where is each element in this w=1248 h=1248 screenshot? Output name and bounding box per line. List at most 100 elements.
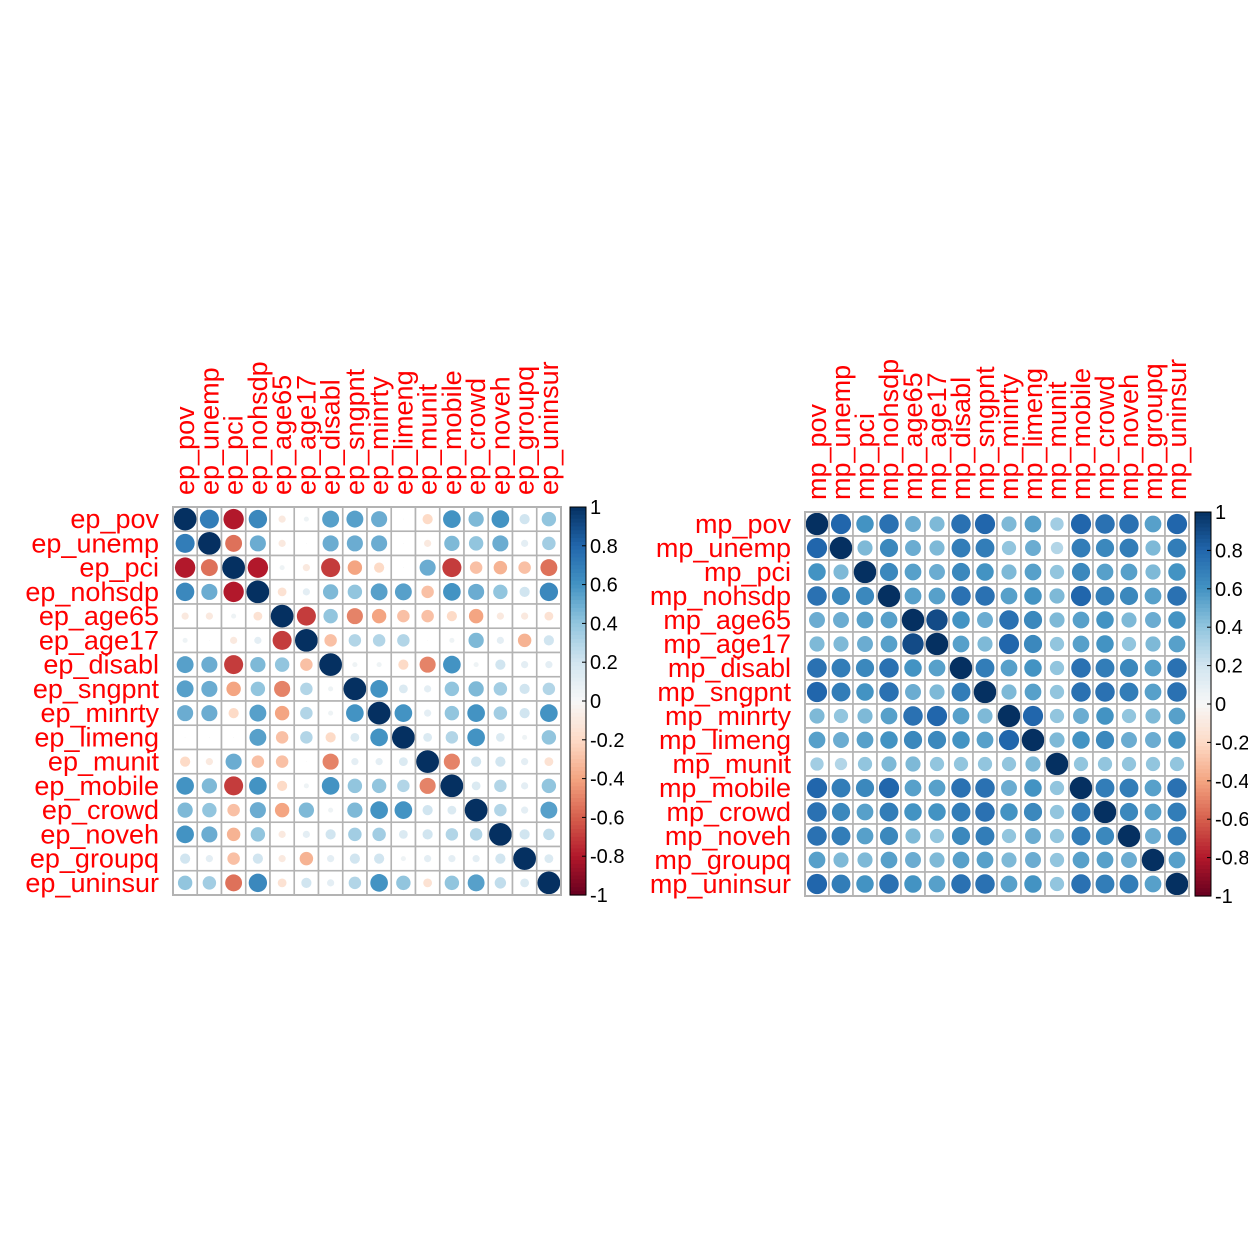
legend-gradient-step [1195,826,1211,832]
correlation-circle [277,878,287,888]
legend-gradient-step [1195,684,1211,690]
legend-gradient-step [1195,669,1211,674]
correlation-circle [929,516,945,532]
correlation-circle [223,581,244,603]
correlation-circle [253,611,263,621]
legend-gradient-step [1195,542,1211,548]
correlation-circle [1049,564,1065,580]
row-label: mp_groupq [654,845,791,875]
legend-gradient-step [1195,765,1211,770]
correlation-circle [278,539,286,547]
correlation-circle [445,828,459,841]
row-label: ep_age17 [39,625,159,655]
legend-gradient-step [570,681,586,687]
correlation-circle [925,632,949,656]
legend-gradient-step [1195,554,1211,559]
correlation-circle [544,611,554,621]
legend-gradient-step [1195,665,1211,671]
correlation-circle [370,583,388,601]
correlation-circle [1121,732,1137,748]
correlation-circle [396,875,411,891]
correlation-circle [518,561,531,574]
correlation-circle [975,586,995,606]
correlation-circle [347,778,363,794]
column-label: mp_minrty [994,373,1024,500]
legend-gradient-step [570,619,586,624]
correlation-circle [371,608,387,624]
correlation-circle [402,542,404,544]
correlation-circle [394,583,412,601]
grid-cell [438,869,465,896]
legend-gradient-step [1195,573,1211,578]
correlation-circle [880,731,898,749]
correlation-circle [1023,802,1043,822]
correlation-circle [905,516,921,532]
correlation-circle [904,659,922,677]
correlation-circle [493,706,508,720]
correlation-circle [951,682,971,702]
correlation-circle [1167,778,1187,798]
legend-gradient-step [1195,550,1211,555]
correlation-circle [833,564,849,580]
correlation-circle [249,802,266,819]
correlation-circle [833,636,849,652]
correlation-circle [856,827,874,845]
legend-tick-label: 0.2 [590,652,618,674]
correlation-circle [279,565,285,571]
correlation-circle [250,681,266,697]
legend-gradient-step [570,654,586,659]
correlation-circle [1095,514,1115,534]
correlation-circle [1001,852,1017,868]
correlation-circle [1144,659,1162,677]
column-label: ep_minrty [364,376,394,495]
legend-gradient-step [1195,773,1211,778]
legend-gradient-step [570,732,586,737]
correlation-circle [277,780,288,791]
correlation-circle [879,538,899,558]
correlation-circle [810,757,824,771]
correlation-circle [1025,852,1041,868]
correlation-circle [540,559,558,577]
legend-gradient-step [1195,769,1211,774]
legend-gradient-step [570,759,586,764]
correlation-circle [805,512,829,536]
legend-gradient-step [570,569,586,574]
legend-tick-label: -0.6 [1215,809,1248,831]
correlation-circle [226,827,241,842]
legend-tick-label: -0.4 [590,769,624,791]
correlation-circle [1144,683,1162,701]
legend-gradient-step [570,821,586,826]
correlation-circle [322,584,339,600]
correlation-circle [319,653,343,677]
legend-gradient-step [570,825,586,830]
legend-gradient-step [1195,738,1211,743]
legend-gradient-step [570,801,586,807]
legend-gradient-step [570,867,586,873]
correlation-circle [226,681,241,697]
column-label: ep_munit [413,383,443,495]
correlation-circle [809,708,825,724]
legend-gradient-step [1195,565,1211,571]
correlation-circle [349,853,360,864]
correlation-circle [424,855,432,863]
correlation-circle [543,828,555,841]
correlation-circle [1070,585,1092,607]
column-label: mp_age65 [898,372,928,500]
correlation-circle [1049,612,1065,628]
correlation-circle [880,635,898,653]
correlation-circle [977,756,993,772]
legend-gradient-step [570,631,586,636]
legend-gradient-step [570,712,586,718]
correlation-circle [1096,611,1114,629]
correlation-circle [1121,612,1137,628]
correlation-circle [205,758,213,766]
correlation-circle [440,774,464,798]
correlation-circle [352,662,358,668]
correlation-circle [1168,851,1186,869]
correlation-circle [998,729,1020,751]
legend-tick-label: 0.8 [590,536,618,558]
legend-gradient-step [570,701,586,706]
color-legend: 1 0.8 0.6 0.4 0.2 0 -0.2 -0.4 -0.6 -0.8 -1 [1194,502,1248,908]
column-label: ep_pci [219,415,249,495]
legend-gradient-step [570,871,586,877]
